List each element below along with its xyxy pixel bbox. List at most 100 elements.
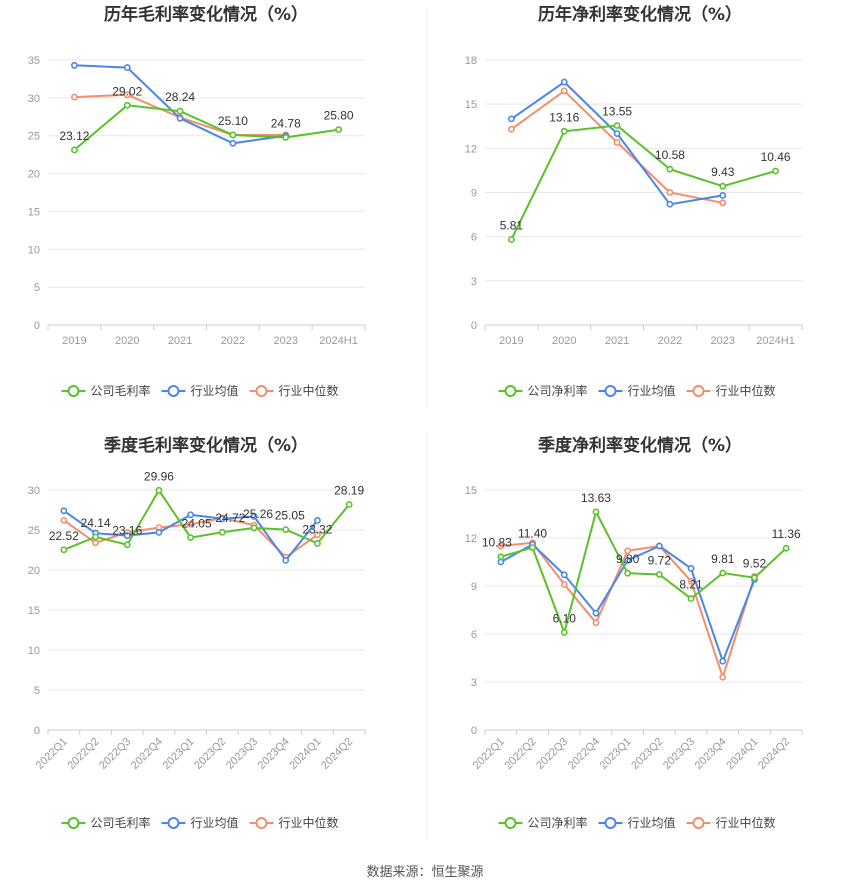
chart-panel-4: 季度净利率变化情况（%）036912152022Q12022Q22022Q320…	[465, 435, 803, 830]
x-tick-label: 2023Q1	[161, 736, 197, 772]
chart-panel-1: 历年毛利率变化情况（%） 0 5 10 15 20 25 30 35 2019 2020 2021 20…	[28, 4, 366, 398]
data-point-industry_median	[187, 521, 195, 528]
legend-swatch-marker	[692, 817, 705, 829]
legend-swatch-marker	[604, 817, 617, 829]
y-tick-label: 5	[34, 282, 40, 294]
data-label: 11.36	[772, 527, 801, 541]
y-tick-label: 10	[28, 645, 40, 657]
legend-item-industry_avg: 行业均值	[161, 383, 239, 398]
x-tick-label: 2024Q2	[319, 736, 355, 772]
y-tick-label: 30	[28, 93, 40, 105]
x-tick-label: 2022Q1	[34, 736, 70, 772]
data-point-company	[751, 574, 758, 582]
data-label: 28.24	[165, 90, 195, 104]
legend-item-company: 公司净利率	[498, 383, 588, 398]
legend-item-industry_avg: 行业均值	[598, 383, 676, 398]
data-point-industry_median	[719, 673, 727, 681]
x-tick-label: 2023Q4	[693, 736, 729, 772]
y-tick-label: 3	[471, 276, 477, 288]
data-label: 6.10	[553, 611, 577, 625]
legend-item-industry_median: 行业中位数	[686, 383, 776, 398]
data-label: 29.02	[112, 84, 142, 98]
data-point-industry_avg	[187, 511, 195, 519]
x-tick-label: 2024Q1	[287, 736, 323, 772]
data-point-industry_median	[624, 547, 632, 555]
data-point-industry_median	[60, 517, 68, 524]
source-note: 数据来源：恒生聚源	[366, 865, 483, 880]
data-label: 10.83	[482, 536, 512, 550]
data-point-industry_avg	[71, 61, 78, 69]
data-point-company	[529, 544, 536, 551]
x-tick-label: 2022Q2	[502, 736, 538, 772]
y-tick-label: 25	[28, 525, 40, 537]
y-tick-label: 5	[34, 685, 40, 697]
series-line-company	[73, 104, 339, 151]
x-tick-label: 2024Q1	[724, 736, 760, 772]
x-tick-label: 2022	[221, 335, 245, 347]
legend-swatch-marker	[67, 385, 80, 397]
data-label: 13.16	[549, 110, 579, 124]
data-point-company	[282, 526, 290, 533]
data-point-industry_avg	[560, 78, 568, 86]
data-point-company	[335, 126, 342, 134]
y-tick-label: 0	[471, 725, 477, 737]
x-tick-label: 2022	[658, 335, 682, 347]
y-tick-label: 0	[34, 320, 40, 332]
data-point-industry_median	[508, 125, 515, 133]
x-tick-label: 2021	[605, 335, 629, 347]
data-point-industry_avg	[282, 557, 290, 564]
data-point-company	[560, 127, 568, 135]
data-point-industry_avg	[60, 507, 68, 515]
data-label: 24.14	[81, 516, 111, 530]
legend-label: 行业中位数	[716, 815, 776, 830]
x-tick-label: 2019	[62, 335, 86, 347]
data-point-company	[345, 501, 353, 508]
y-tick-label: 15	[465, 99, 477, 111]
data-point-company	[592, 508, 600, 516]
legend-label: 行业中位数	[279, 815, 339, 830]
data-point-industry_median	[560, 87, 568, 95]
y-tick-label: 3	[471, 677, 477, 689]
x-tick-label: 2022Q4	[566, 736, 602, 772]
y-tick-label: 6	[471, 232, 477, 244]
legend-label: 公司毛利率	[91, 383, 151, 398]
x-tick-label: 2019	[499, 335, 523, 347]
legend-label: 行业均值	[628, 383, 676, 398]
x-tick-label: 2023	[711, 335, 735, 347]
data-point-company	[187, 534, 195, 541]
chart-panel-3: 季度毛利率变化情况（%）0510152025302022Q12022Q22022…	[28, 435, 366, 830]
data-label: 22.52	[49, 529, 79, 543]
data-label: 25.26	[243, 507, 273, 521]
data-label: 24.05	[182, 517, 212, 531]
legend-item-company: 公司毛利率	[61, 815, 151, 830]
legend-swatch-marker	[692, 385, 705, 397]
data-point-company	[508, 236, 515, 243]
legend-swatch-marker	[67, 817, 80, 829]
data-point-company	[218, 528, 226, 536]
chart-title: 历年净利率变化情况（%）	[538, 4, 742, 25]
data-point-industry_median	[71, 93, 78, 101]
y-tick-label: 12	[465, 143, 477, 155]
data-point-industry_avg	[176, 114, 184, 122]
series-line-company	[510, 124, 776, 240]
y-tick-label: 0	[471, 320, 477, 332]
data-point-industry_avg	[497, 558, 505, 566]
y-tick-label: 30	[28, 485, 40, 497]
data-label: 9.43	[711, 165, 735, 179]
legend-label: 公司净利率	[528, 383, 588, 398]
data-point-industry_avg	[218, 515, 226, 523]
data-point-industry_median	[687, 577, 695, 585]
legend-swatch-marker	[504, 817, 517, 829]
data-point-industry_avg	[719, 192, 727, 199]
data-point-industry_avg	[155, 529, 163, 536]
data-label: 9.81	[711, 552, 735, 566]
legend-item-industry_avg: 行业均值	[598, 815, 676, 830]
legend-label: 行业均值	[628, 815, 676, 830]
chart-panel-2: 历年净利率变化情况（%） 0 3 6 9 12 15 18 2019 2020 2021 2022 20…	[465, 4, 803, 398]
x-tick-label: 2023Q3	[224, 736, 260, 772]
legend-item-company: 公司毛利率	[61, 383, 151, 398]
x-tick-label: 2023Q4	[256, 736, 292, 772]
data-point-industry_avg	[592, 609, 600, 617]
x-tick-label: 2022Q3	[97, 736, 133, 772]
